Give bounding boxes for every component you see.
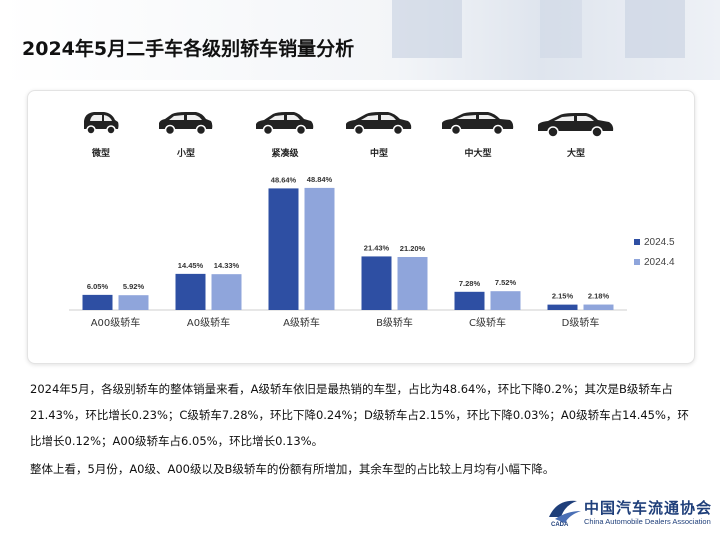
logo-chinese-name: 中国汽车流通协会	[584, 499, 713, 517]
category-label: B级轿车	[376, 316, 413, 329]
bar	[397, 257, 428, 310]
compact-sedan-icon	[256, 112, 314, 136]
summary-paragraph: 2024年5月，各级别轿车的整体销量来看，A级轿车依旧是最热销的车型，占比为48…	[30, 382, 689, 448]
logo-english-name: China Automobile Dealers Association	[584, 517, 711, 526]
category-label: A0级轿车	[187, 316, 230, 329]
data-label: 21.20%	[400, 244, 426, 253]
data-label: 48.84%	[307, 175, 333, 184]
chart-panel	[27, 90, 695, 364]
svg-text:CADA: CADA	[551, 522, 569, 527]
data-label: 6.05%	[87, 282, 109, 291]
car-type-label: 大型	[566, 149, 585, 159]
summary-text: 2024年5月，各级别轿车的整体销量来看，A级轿车依旧是最热销的车型，占比为48…	[30, 376, 690, 482]
bar	[268, 188, 299, 310]
page-title: 2024年5月二手车各级别轿车销量分析	[22, 38, 355, 60]
header-decoration	[540, 0, 582, 58]
data-label: 14.45%	[178, 261, 204, 270]
car-type-label: 紧凑级	[271, 149, 299, 159]
data-label: 21.43%	[364, 243, 390, 252]
bar	[583, 304, 614, 310]
category-label: D级轿车	[562, 316, 600, 329]
bar	[490, 291, 521, 310]
legend-label: 2024.4	[644, 257, 675, 268]
category-label: A级轿车	[283, 316, 320, 329]
bar	[361, 256, 392, 310]
bar-chart: 6.05% 5.92% A00级轿车 14.45% 14.33% A0级轿车 48.64% 4…	[69, 175, 675, 329]
data-label: 7.52%	[495, 278, 517, 287]
bar	[175, 273, 206, 310]
header-decoration	[392, 0, 462, 58]
category-label: A00级轿车	[91, 316, 141, 329]
data-label: 48.64%	[271, 175, 297, 184]
legend-label: 2024.5	[644, 237, 675, 248]
midsize-sedan-icon	[346, 112, 412, 136]
header-band	[0, 0, 720, 80]
data-label: 14.33%	[214, 261, 240, 270]
car-type-label: 小型	[176, 149, 195, 159]
data-label: 2.18%	[588, 292, 610, 301]
full-size-sedan-icon	[538, 113, 614, 138]
data-label: 5.92%	[123, 282, 145, 291]
data-label: 7.28%	[459, 279, 481, 288]
bar	[118, 295, 149, 310]
bar	[82, 294, 113, 310]
bar	[454, 291, 485, 310]
category-label: C级轿车	[469, 316, 506, 329]
bar	[547, 304, 578, 310]
header-decoration	[625, 0, 685, 58]
legend-swatch	[634, 259, 640, 265]
car-type-label: 中型	[369, 149, 388, 159]
association-logo: CADA	[549, 500, 581, 527]
hatchback-car-icon	[159, 112, 213, 136]
summary-paragraph: 整体上看，5月份，A0级、A00级以及B级轿车的份额有所增加，其余车型的占比较上…	[30, 462, 555, 476]
mini-car-icon	[84, 112, 119, 135]
bar	[211, 274, 242, 310]
car-type-label: 微型	[91, 149, 110, 159]
legend-swatch	[634, 239, 640, 245]
large-sedan-icon	[442, 112, 514, 136]
data-label: 2.15%	[552, 292, 574, 301]
bar	[304, 187, 335, 310]
car-type-label: 中大型	[464, 149, 492, 159]
